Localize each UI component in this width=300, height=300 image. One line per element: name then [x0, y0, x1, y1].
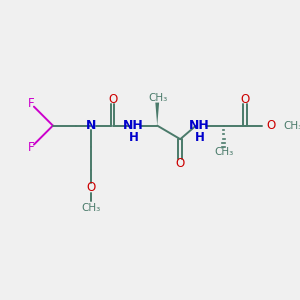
Text: H: H: [195, 131, 205, 144]
Text: CH₃: CH₃: [81, 203, 101, 213]
Text: O: O: [176, 157, 185, 170]
Text: CH₃: CH₃: [283, 121, 300, 130]
Text: F: F: [28, 98, 34, 110]
Text: O: O: [108, 93, 117, 106]
Text: CH₃: CH₃: [215, 147, 234, 157]
Polygon shape: [155, 103, 159, 126]
Text: CH₃: CH₃: [148, 93, 168, 103]
Text: NH: NH: [189, 119, 210, 132]
Text: O: O: [241, 93, 250, 106]
Text: O: O: [86, 182, 95, 194]
Text: O: O: [266, 119, 276, 132]
Text: NH: NH: [122, 119, 143, 132]
Text: H: H: [129, 131, 139, 144]
Text: F: F: [28, 141, 34, 154]
Text: N: N: [85, 119, 96, 132]
